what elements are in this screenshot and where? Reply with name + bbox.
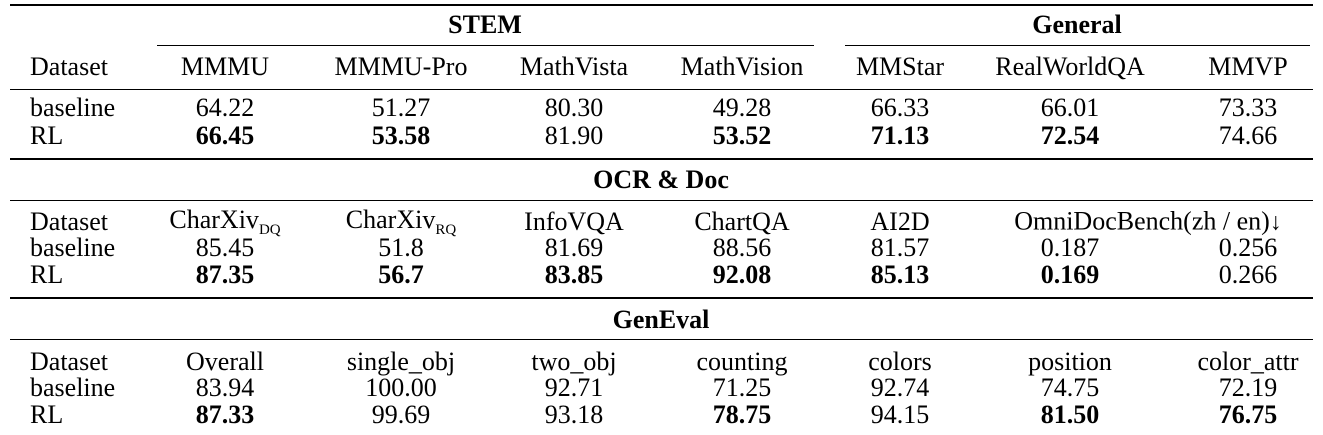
section-title-ocr-doc: OCR & Doc bbox=[593, 165, 729, 194]
col-header: MMStar bbox=[855, 52, 945, 81]
col-header: single_obj bbox=[346, 347, 456, 376]
col-header-main: CharXiv bbox=[169, 205, 259, 234]
table-cell: 74.75 bbox=[1040, 373, 1100, 402]
ocr-title-rule bbox=[10, 200, 1313, 201]
table-cell: 85.13 bbox=[870, 260, 930, 289]
row-label: baseline bbox=[30, 373, 116, 402]
table-cell: 81.50 bbox=[1040, 400, 1100, 429]
dataset-label: Dataset bbox=[30, 207, 108, 236]
table-cell: 51.8 bbox=[378, 233, 424, 262]
row-label: RL bbox=[30, 400, 64, 429]
col-header: MMMU bbox=[180, 52, 270, 81]
top-rule bbox=[10, 4, 1313, 6]
col-header: RealWorldQA bbox=[995, 52, 1145, 81]
col-header-main: CharXiv bbox=[345, 205, 436, 234]
col-header: CharXivDQ bbox=[169, 205, 280, 239]
table-cell: 56.7 bbox=[378, 260, 424, 289]
table-cell: 0.169 bbox=[1040, 260, 1100, 289]
col-header-subscript: RQ bbox=[435, 222, 457, 238]
col-header: MathVision bbox=[680, 52, 804, 81]
geneval-title-rule bbox=[10, 339, 1313, 340]
table-cell: 81.69 bbox=[544, 233, 604, 262]
table-cell: 83.94 bbox=[195, 373, 255, 402]
col-header: MathVista bbox=[519, 52, 629, 81]
table-cell: 76.75 bbox=[1218, 400, 1278, 429]
table-cell: 94.15 bbox=[870, 400, 930, 429]
table-cell: 66.45 bbox=[195, 121, 255, 150]
table-cell: 81.90 bbox=[544, 121, 604, 150]
general-group-rule bbox=[845, 45, 1310, 46]
col-header: colors bbox=[868, 347, 932, 376]
stem-group-rule bbox=[157, 45, 814, 46]
table-cell: 66.01 bbox=[1040, 93, 1100, 122]
col-header: Overall bbox=[186, 347, 264, 376]
section-title-geneval: GenEval bbox=[612, 305, 710, 334]
col-header: ChartQA bbox=[694, 207, 790, 236]
row-label: baseline bbox=[30, 93, 116, 122]
table-cell: 53.58 bbox=[371, 121, 431, 150]
section-rule-2 bbox=[10, 297, 1313, 299]
table-cell: 87.35 bbox=[195, 260, 255, 289]
table-cell: 92.71 bbox=[544, 373, 604, 402]
table-cell: 100.00 bbox=[365, 373, 437, 402]
col-header: MMVP bbox=[1208, 52, 1288, 81]
table-cell: 80.30 bbox=[544, 93, 604, 122]
group-label-general: General bbox=[1032, 10, 1122, 39]
table-cell: 85.45 bbox=[195, 233, 255, 262]
col-header: AI2D bbox=[870, 207, 930, 236]
table-cell: 71.13 bbox=[870, 121, 930, 150]
table-cell: 71.25 bbox=[712, 373, 772, 402]
row-label: baseline bbox=[30, 233, 116, 262]
col-header: color_attr bbox=[1197, 347, 1299, 376]
table-cell: 83.85 bbox=[544, 260, 604, 289]
col-header: counting bbox=[696, 347, 788, 376]
table-cell: 53.52 bbox=[712, 121, 772, 150]
table-cell: 88.56 bbox=[712, 233, 772, 262]
row-label: RL bbox=[30, 121, 64, 150]
omnidocbench-label: OmniDocBench(zh / en) bbox=[1014, 206, 1270, 236]
table-cell: 92.08 bbox=[712, 260, 772, 289]
table-cell: 49.28 bbox=[712, 93, 772, 122]
table-cell: 72.19 bbox=[1218, 373, 1278, 402]
dataset-label: Dataset bbox=[30, 52, 108, 81]
table-cell: 73.33 bbox=[1218, 93, 1278, 122]
col-header: MMMU-Pro bbox=[334, 52, 468, 81]
table-cell: 51.27 bbox=[371, 93, 431, 122]
table-cell: 72.54 bbox=[1040, 121, 1100, 150]
down-arrow-icon: ↓ bbox=[1269, 209, 1282, 236]
table-cell: 99.69 bbox=[371, 400, 431, 429]
table-cell: 92.74 bbox=[870, 373, 930, 402]
table-cell: 78.75 bbox=[712, 400, 772, 429]
table-cell: 81.57 bbox=[870, 233, 930, 262]
table-cell: 64.22 bbox=[195, 93, 255, 122]
section-rule-1 bbox=[10, 158, 1313, 160]
col-header: position bbox=[1028, 347, 1112, 376]
table-cell: 74.66 bbox=[1218, 121, 1278, 150]
table-cell: 66.33 bbox=[870, 93, 930, 122]
table-cell: 0.256 bbox=[1218, 233, 1278, 262]
table-cell: 0.266 bbox=[1218, 260, 1278, 289]
group-label-stem: STEM bbox=[448, 10, 522, 39]
col-header: CharXivRQ bbox=[346, 205, 456, 239]
col-header-omnidocbench: OmniDocBench(zh / en)↓ bbox=[1014, 207, 1282, 238]
stem-header-rule bbox=[10, 89, 1313, 90]
col-header: two_obj bbox=[531, 347, 617, 376]
row-label: RL bbox=[30, 260, 64, 289]
col-header: InfoVQA bbox=[524, 207, 624, 236]
table-cell: 87.33 bbox=[195, 400, 255, 429]
col-header-subscript: DQ bbox=[258, 222, 281, 238]
dataset-label: Dataset bbox=[30, 347, 108, 376]
table-cell: 93.18 bbox=[544, 400, 604, 429]
table-cell: 0.187 bbox=[1040, 233, 1100, 262]
